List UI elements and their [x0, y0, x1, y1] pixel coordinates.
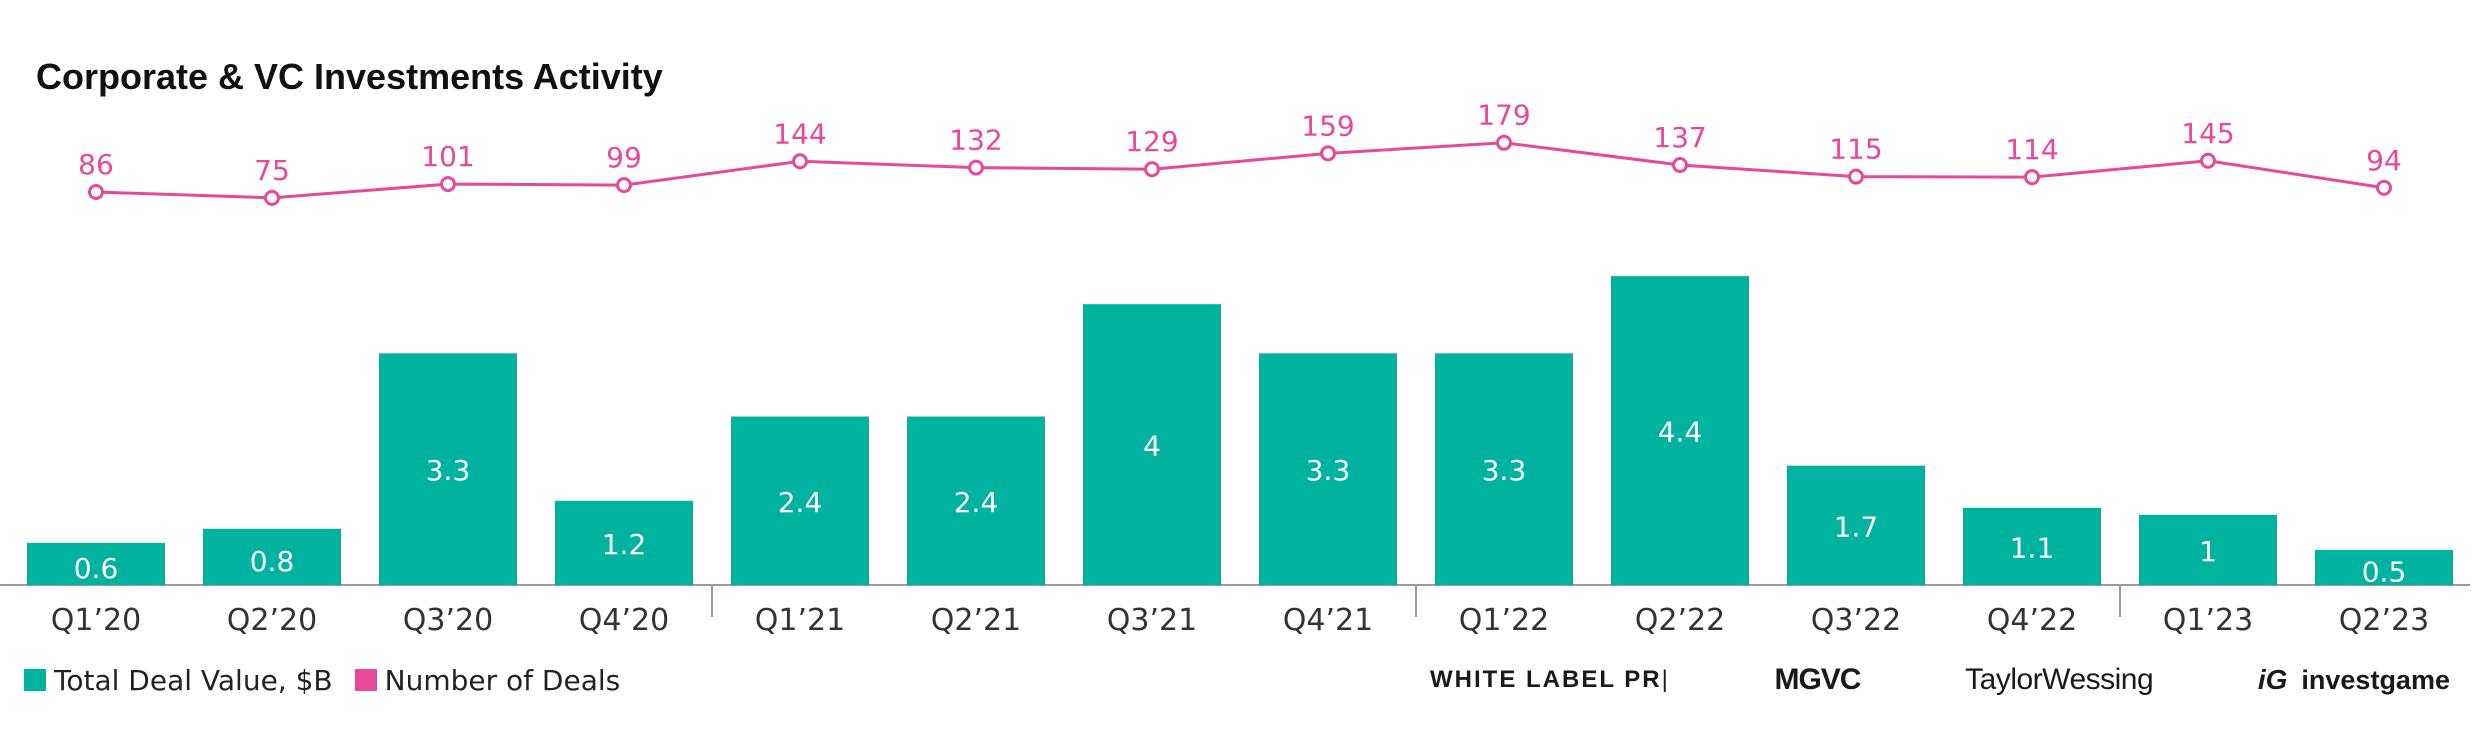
- deals-line: [95, 141, 2385, 200]
- white-label-pr-logo: WHITE LABEL PR|: [1430, 666, 1670, 693]
- deals-point: [440, 176, 456, 193]
- legend-swatch-deals-count: [354, 669, 377, 691]
- sponsor-logos: WHITE LABEL PR| MGVC TaylorWessing iG in…: [1430, 660, 2450, 700]
- x-tick-label: Q2’22: [1635, 603, 1725, 638]
- bar-value-label: 2.4: [954, 486, 999, 519]
- white-label-pr-text: WHITE LABEL PR: [1430, 666, 1662, 693]
- legend: Total Deal Value, $B Number of Deals: [24, 660, 642, 700]
- deals-point: [88, 184, 104, 201]
- x-tick-label: Q3’21: [1107, 603, 1197, 638]
- x-tick-label: Q2’21: [931, 603, 1021, 638]
- deals-point: [2200, 152, 2216, 169]
- deals-point: [2024, 169, 2040, 186]
- deals-point: [1496, 134, 1512, 151]
- deals-point: [264, 189, 280, 206]
- bar: [907, 416, 1045, 585]
- x-tick-label: Q4’22: [1987, 603, 2077, 638]
- bar-value-label: 2.4: [778, 486, 823, 519]
- mgvc-logo: MGVC: [1774, 663, 1861, 696]
- bar: [2315, 549, 2453, 585]
- x-tick-label: Q3’20: [403, 603, 493, 638]
- investgame-mark-icon: iG: [2257, 664, 2288, 695]
- x-tick-label: Q3’22: [1811, 603, 1901, 638]
- deals-point: [1848, 168, 1864, 185]
- x-tick-label: Q1’21: [755, 603, 845, 638]
- bar: [1611, 276, 1749, 585]
- bar: [1083, 304, 1221, 585]
- deals-value-label: 114: [2005, 133, 2058, 166]
- bar: [1435, 353, 1573, 585]
- x-tick-label: Q4’21: [1283, 603, 1373, 638]
- deals-value-label: 159: [1301, 109, 1354, 142]
- bar-value-label: 0.5: [2362, 555, 2407, 588]
- bar: [27, 542, 165, 585]
- x-tick-label: Q1’22: [1459, 603, 1549, 638]
- deals-point: [616, 177, 632, 194]
- deals-value-label: 145: [2181, 117, 2234, 150]
- legend-item-deal-value: Total Deal Value, $B: [24, 664, 333, 697]
- x-tick-label: Q2’23: [2339, 603, 2429, 638]
- legend-item-deals-count: Number of Deals: [354, 663, 621, 697]
- bar-value-label: 3.3: [1482, 454, 1527, 487]
- chart-title: Corporate & VC Investments Activity: [36, 56, 663, 97]
- bar-value-label: 0.8: [250, 545, 295, 578]
- bar: [731, 416, 869, 585]
- bar-value-label: 4.4: [1658, 416, 1703, 449]
- bar-value-label: 3.3: [1306, 454, 1351, 487]
- deals-value-label: 132: [949, 124, 1002, 157]
- bar-value-label: 3.3: [426, 454, 471, 487]
- deals-value-label: 94: [2366, 144, 2402, 177]
- deals-point: [1672, 156, 1688, 173]
- deals-point: [792, 153, 808, 170]
- bar-value-label: 0.6: [74, 552, 119, 585]
- deals-value-label: 101: [421, 140, 474, 173]
- bar: [555, 500, 693, 585]
- deals-point: [968, 159, 984, 176]
- deals-value-label: 99: [606, 141, 642, 174]
- deals-point: [1144, 161, 1160, 178]
- bar: [379, 353, 517, 585]
- bar: [1787, 465, 1925, 585]
- bar: [1963, 507, 2101, 585]
- x-tick-label: Q4’20: [579, 603, 669, 638]
- x-tick-label: Q1’23: [2163, 603, 2253, 638]
- deals-value-label: 75: [254, 154, 290, 187]
- bar-value-label: 1: [2199, 535, 2217, 568]
- bar-value-label: 4: [1143, 430, 1161, 463]
- bar: [2139, 514, 2277, 585]
- deals-value-label: 86: [78, 148, 114, 181]
- legend-swatch-deal-value: [24, 669, 46, 691]
- x-tick-label: Q1’20: [51, 603, 141, 638]
- bar-value-label: 1.1: [2010, 531, 2055, 564]
- deals-value-label: 115: [1829, 133, 1882, 166]
- bar: [1259, 353, 1397, 585]
- bar-value-label: 1.7: [1834, 510, 1879, 543]
- deals-value-label: 137: [1653, 121, 1706, 154]
- bar-value-label: 1.2: [602, 528, 647, 561]
- taylor-wessing-logo: TaylorWessing: [1965, 663, 2154, 696]
- deals-point: [1320, 145, 1336, 162]
- investgame-text: investgame: [2301, 664, 2450, 695]
- deals-value-label: 179: [1477, 99, 1530, 132]
- x-tick-label: Q2’20: [227, 603, 317, 638]
- deals-value-label: 129: [1125, 125, 1178, 158]
- investgame-logo: iG investgame: [2258, 664, 2450, 696]
- bar: [203, 528, 341, 585]
- deals-value-label: 144: [773, 117, 826, 150]
- legend-label-deals-count: Number of Deals: [384, 663, 621, 697]
- deals-point: [2376, 179, 2392, 196]
- legend-label-deal-value: Total Deal Value, $B: [54, 663, 333, 697]
